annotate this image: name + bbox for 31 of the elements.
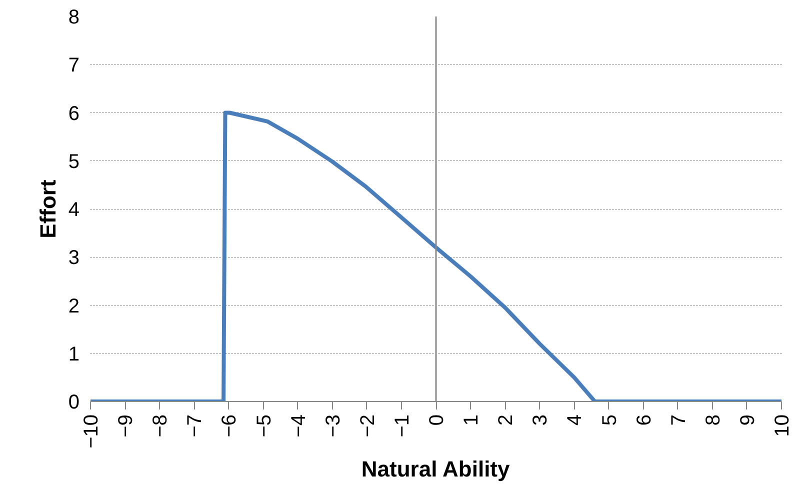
y-tick-label: 4	[68, 199, 80, 221]
x-tick-label: −8	[150, 414, 172, 438]
x-tick-label: −1	[391, 414, 414, 438]
x-tick-label: 1	[460, 414, 483, 426]
y-tick-label: 3	[68, 247, 80, 270]
x-tick-label: −4	[288, 414, 310, 438]
y-tick-label: 5	[68, 150, 80, 173]
x-tick-label: −3	[322, 414, 344, 438]
x-tick-label: −5	[253, 414, 276, 438]
x-tick-label: 2	[495, 414, 518, 426]
y-tick-label: 2	[68, 295, 80, 318]
x-tick-label: 8	[702, 414, 724, 426]
x-tick-label: 4	[564, 414, 586, 426]
x-tick-label: 3	[530, 414, 552, 426]
y-axis-title: Effort	[35, 179, 60, 238]
x-tick-label: −7	[184, 414, 206, 438]
x-tick-label: 9	[736, 414, 759, 426]
x-tick-label: 5	[598, 414, 621, 426]
y-tick-label: 7	[68, 54, 80, 77]
x-tick-label: −9	[115, 414, 138, 438]
x-tick-label: 7	[668, 414, 690, 426]
x-axis-title: Natural Ability	[361, 456, 511, 482]
x-tick-label: 6	[633, 414, 656, 426]
x-tick-label: −6	[218, 414, 241, 438]
x-tick-label: 10	[772, 414, 794, 437]
y-tick-label: 1	[68, 343, 80, 366]
y-tick-label: 8	[68, 6, 80, 28]
x-tick-label: −10	[80, 414, 102, 448]
y-tick-label: 6	[68, 102, 80, 125]
x-tick-label: −2	[356, 414, 379, 438]
x-tick-label: 0	[426, 414, 448, 426]
